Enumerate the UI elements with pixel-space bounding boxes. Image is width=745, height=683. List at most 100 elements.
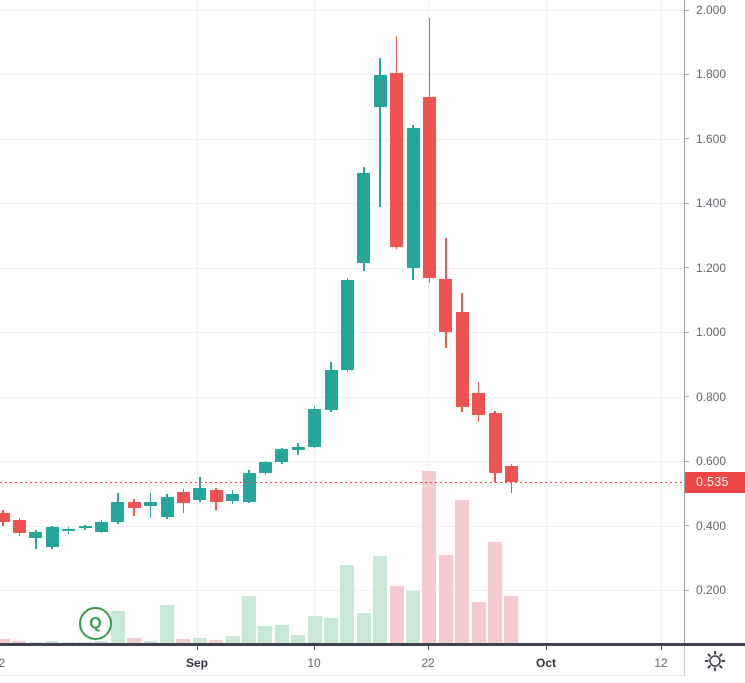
volume-layer (0, 471, 519, 643)
volume-bar (356, 613, 371, 643)
candle-body (258, 462, 272, 474)
price-tick-label: 1.600 (685, 132, 726, 146)
candle-body (291, 446, 305, 451)
price-tick-label: 1.800 (685, 67, 726, 81)
volume-bar (307, 616, 322, 643)
candle-body (472, 393, 486, 416)
candle-body (455, 311, 469, 407)
volume-bar (78, 642, 92, 643)
volume-bar (422, 471, 437, 643)
time-tick-mark (314, 646, 315, 650)
candle-body (275, 449, 289, 463)
q-logo-letter: Q (89, 614, 102, 632)
candle-body (324, 369, 338, 411)
candle-body (308, 408, 322, 447)
candle-body (176, 492, 190, 503)
h-gridline (0, 396, 684, 398)
axis-bottom-border (0, 675, 745, 676)
v-gridline (314, 0, 315, 645)
volume-bar (242, 596, 256, 643)
v-gridline (546, 0, 547, 645)
candle-body (29, 532, 43, 539)
price-scale-settings-button[interactable] (684, 646, 745, 676)
volume-bar (143, 641, 158, 643)
volume-bar (488, 542, 502, 643)
volume-bar (12, 641, 27, 643)
q-logo: Q (79, 607, 112, 640)
time-tick-label: Oct (535, 656, 557, 670)
candle-body (390, 72, 404, 247)
candle-wick (35, 530, 37, 549)
volume-bar (127, 638, 142, 643)
candle-body (193, 488, 207, 501)
volume-bar (504, 596, 519, 643)
time-tick-mark (546, 646, 547, 650)
candle-body (226, 493, 240, 502)
price-tick-label: 0.600 (685, 454, 726, 468)
gear-icon (704, 650, 726, 672)
candle-body (62, 528, 76, 531)
candle-body (127, 502, 141, 509)
volume-bar (110, 611, 125, 643)
price-axis[interactable]: 0.535 2.000 1.800 1.600 1.400 1.200 1.000 0.80… (684, 0, 745, 645)
volume-bar (225, 636, 240, 643)
volume-bar (176, 639, 191, 643)
candle-body (0, 512, 10, 523)
volume-bar (28, 642, 43, 643)
candle-body (340, 280, 354, 370)
price-tick-label: 1.200 (685, 261, 726, 275)
volume-bar (258, 626, 273, 643)
h-gridline (0, 267, 684, 269)
candle-body (94, 522, 108, 532)
h-gridline (0, 525, 684, 527)
h-gridline (0, 461, 684, 463)
candle-body (422, 97, 436, 279)
candle-layer (0, 18, 518, 550)
candle-body (144, 501, 158, 506)
time-tick-label: 22 (421, 656, 435, 670)
volume-bar (471, 602, 486, 643)
candle-body (406, 128, 420, 269)
time-tick-label: 12 (654, 656, 668, 670)
price-tick-label: 1.000 (685, 325, 726, 339)
candle-body (209, 490, 223, 503)
candle-body (111, 502, 125, 522)
current-price-line (0, 482, 684, 484)
volume-bar (274, 625, 289, 643)
time-tick-mark (428, 646, 429, 650)
price-tick-label: 1.400 (685, 196, 726, 210)
h-gridline (0, 74, 684, 76)
price-tick-label: 0.400 (685, 519, 726, 533)
volume-bar (94, 641, 109, 643)
volume-bar (438, 555, 453, 643)
candle-body (488, 413, 502, 474)
candle-body (12, 519, 26, 533)
h-gridline (0, 203, 684, 205)
candle-body (78, 526, 92, 529)
current-price-label: 0.535 (685, 471, 745, 493)
volume-bar (45, 641, 60, 643)
candle-wick (379, 57, 381, 207)
v-gridline (661, 0, 662, 645)
time-tick-label: Sep (185, 656, 209, 670)
volume-bar (160, 605, 174, 643)
volume-bar (0, 639, 10, 643)
time-axis[interactable]: 2 Sep 10 22 Oct 12 (0, 646, 684, 683)
time-tick-mark (661, 646, 662, 650)
candle-body (357, 173, 371, 263)
chart-plot-area[interactable]: Q (0, 0, 684, 645)
current-price-value: 0.535 (696, 475, 729, 490)
price-tick-label: 2.000 (685, 3, 726, 17)
volume-bar (406, 591, 420, 643)
v-gridline (428, 0, 429, 645)
candle-body (242, 473, 256, 503)
candle-body (439, 279, 453, 332)
time-tick-label: 2 (0, 656, 6, 670)
axis-top-border (0, 643, 745, 646)
volume-bar (61, 642, 76, 643)
candle-wick (149, 493, 152, 518)
time-tick-mark (197, 646, 198, 650)
candle-body (373, 75, 387, 107)
volume-bar (373, 556, 388, 643)
